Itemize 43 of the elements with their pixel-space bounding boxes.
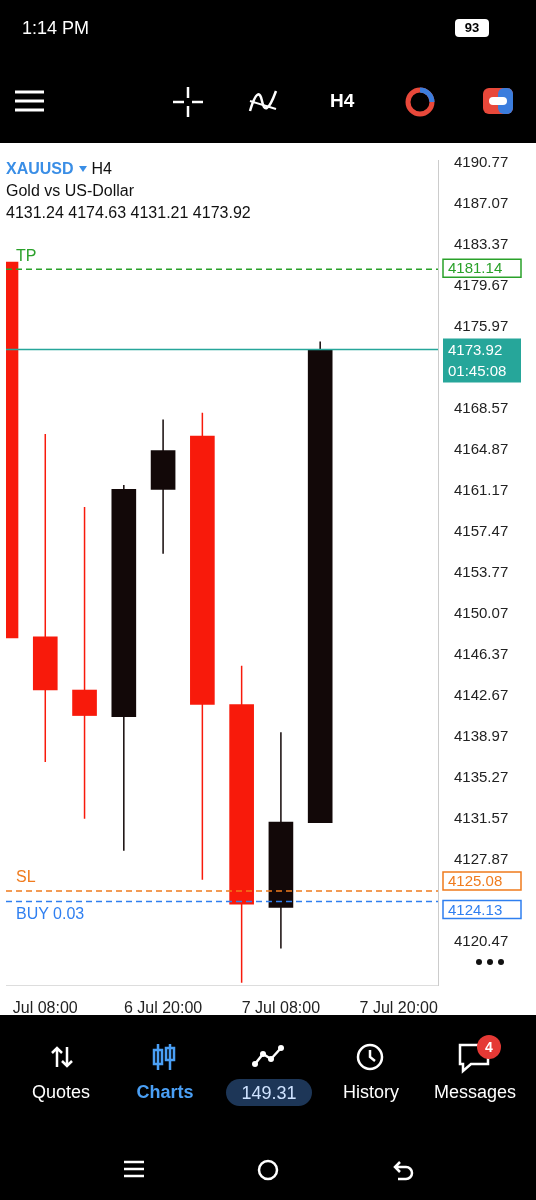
y-tick-label: 4161.17 — [454, 480, 509, 498]
y-tick-label: 4183.37 — [454, 234, 509, 252]
text: Gold vs US-Dollar — [6, 181, 136, 201]
text: Quotes — [31, 1082, 91, 1103]
annotation: SL — [16, 868, 36, 886]
y-tick-label: 4142.67 — [454, 686, 509, 704]
text: 149.31 — [241, 1083, 297, 1104]
x-tick-label: Jul 08:00 — [12, 999, 78, 1017]
annotation: TP — [16, 246, 37, 264]
y-tick-label: 4138.97 — [454, 727, 509, 745]
chart-title: XAUUSD — [6, 160, 74, 177]
x-tick-label: 7 Jul 08:00 — [241, 999, 321, 1017]
ref-line-label: 4125.08 — [448, 872, 503, 890]
ref-line-label: 4124.13 — [448, 900, 503, 918]
y-tick-label: 4175.97 — [454, 316, 509, 334]
text: History — [342, 1082, 400, 1103]
y-tick-label: 4187.07 — [454, 193, 509, 211]
y-tick-label: 4179.67 — [454, 275, 509, 293]
y-tick-label: 4153.77 — [454, 562, 509, 580]
text: 4 — [484, 1039, 494, 1055]
annotation: H4 — [91, 160, 113, 177]
y-tick-label: 4120.47 — [454, 932, 509, 950]
x-tick-label: 6 Jul 20:00 — [123, 999, 203, 1017]
annotation: 4131.24 4174.63 4131.21 4173.92 — [6, 203, 251, 223]
y-tick-label: 4131.57 — [454, 809, 509, 827]
text: 1:14 PM — [22, 18, 90, 39]
annotation: BUY 0.03 — [16, 904, 85, 922]
candlestick — [72, 506, 97, 820]
y-tick-label: 4150.07 — [454, 604, 509, 621]
ref-line-label: 4181.14 — [448, 259, 503, 277]
y-tick-label: 4157.47 — [454, 521, 509, 539]
text: H4 — [330, 90, 355, 112]
y-tick-label: 4164.87 — [454, 439, 509, 457]
y-tick-label: 4135.27 — [454, 768, 509, 786]
y-tick-label: 4127.87 — [454, 850, 509, 868]
ref-line-label: 4173.92 — [448, 340, 503, 358]
y-tick-label: 4168.57 — [454, 398, 509, 416]
x-tick-label: 7 Jul 20:00 — [359, 999, 438, 1017]
text: 01:45:08 — [448, 361, 507, 379]
y-tick-label: 4190.77 — [454, 152, 509, 170]
text: Messages — [433, 1082, 517, 1103]
text: Charts — [136, 1082, 194, 1103]
y-tick-label: 4146.37 — [454, 645, 509, 663]
